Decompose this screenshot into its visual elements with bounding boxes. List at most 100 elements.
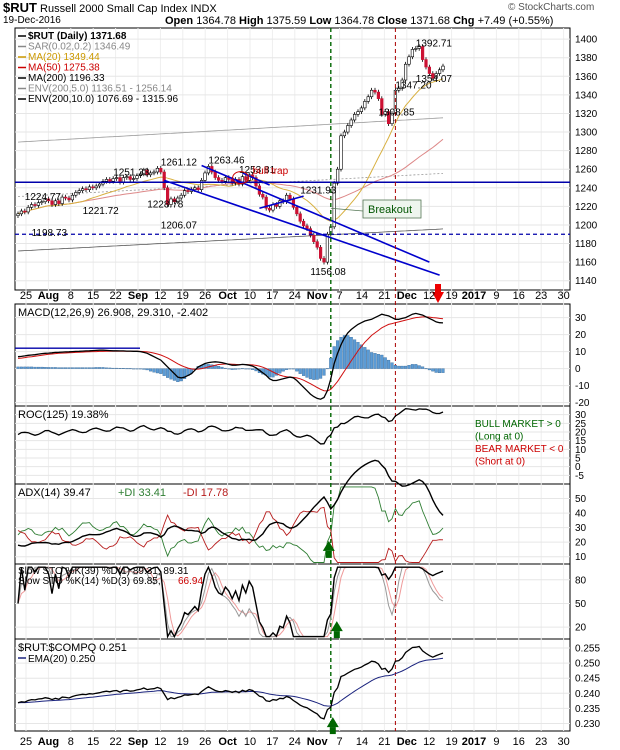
macd-histogram-bar (149, 368, 153, 372)
y-tick-label: 20 (575, 538, 587, 549)
macd-histogram-bar (220, 366, 224, 369)
candle-up (111, 178, 115, 182)
candle-up (135, 175, 139, 179)
sell-arrow-stem (435, 284, 441, 293)
price-annotation: 1206.07 (161, 221, 198, 232)
candle-down (312, 234, 316, 242)
macd-title: MACD(12,26,9) 26.908, 29.310, -2.402 (18, 307, 208, 319)
macd-histogram-bar (94, 367, 98, 369)
macd-histogram-bar (217, 366, 221, 369)
macd-histogram-bar (410, 364, 414, 369)
candle-down (145, 169, 149, 176)
candle-up (200, 180, 204, 190)
candle-up (356, 111, 360, 115)
y-tick-label: 10 (575, 347, 587, 358)
candle-down (67, 197, 71, 201)
candle-up (397, 88, 401, 91)
x-tick-label-top: 19 (445, 290, 457, 302)
macd-histogram-bar (87, 367, 91, 369)
x-tick-label-top: Dec (397, 290, 417, 302)
candle-down (315, 241, 319, 248)
macd-histogram-bar (363, 347, 367, 369)
x-tick-label-bottom: 9 (493, 736, 499, 748)
candle-up (332, 182, 336, 228)
macd-histogram-bar (431, 368, 435, 372)
y-tick-label: 30 (575, 410, 587, 421)
candle-down (172, 198, 177, 203)
price-legend-entry: MA(20) 1349.44 (28, 52, 100, 63)
macd-histogram-bar (57, 367, 61, 369)
candle-down (162, 171, 166, 189)
macd-histogram-bar (237, 368, 241, 370)
ratio-ema-label: EMA(20) 0.250 (28, 654, 96, 665)
macd-histogram-bar (359, 344, 363, 369)
x-tick-label-bottom: 12 (423, 736, 435, 748)
price-annotation: 1354.07 (416, 74, 453, 85)
candle-up (437, 69, 442, 74)
macd-histogram-bar (74, 367, 78, 369)
macd-histogram-bar (349, 336, 353, 369)
y-tick-label: 1240 (575, 183, 598, 194)
price-annotation: 1251.33 (113, 168, 150, 179)
ma200-line (17, 228, 444, 252)
macd-histogram-bar (319, 368, 323, 379)
macd-histogram-bar (393, 365, 397, 369)
macd-histogram-bar (288, 368, 292, 370)
y-tick-label: 40 (575, 509, 587, 520)
x-tick-label-bottom: Oct (218, 736, 237, 748)
y-tick-label: -5 (575, 471, 584, 482)
macd-histogram-bar (312, 368, 316, 380)
candle-up (325, 233, 330, 263)
candle-down (166, 187, 170, 205)
roc-note: BULL MARKET > 0 (475, 419, 561, 430)
candle-up (98, 183, 102, 187)
x-tick-label-bottom: 17 (266, 736, 278, 748)
macd-histogram-bar (329, 357, 333, 369)
y-tick-label: 1200 (575, 220, 598, 231)
y-tick-label: 0 (575, 462, 581, 473)
macd-histogram-bar (223, 367, 227, 369)
macd-histogram-bar (159, 368, 163, 374)
breakout-box (362, 199, 422, 219)
macd-histogram-bar (53, 367, 57, 369)
x-tick-label-bottom: 2017 (462, 736, 486, 748)
x-tick-label-top: 12 (423, 290, 435, 302)
price-annotation: 1253.81 (239, 165, 276, 176)
x-tick-label-bottom: 12 (154, 736, 166, 748)
macd-histogram-bar (295, 368, 299, 372)
macd-histogram-bar (50, 367, 54, 369)
candle-down (376, 91, 381, 99)
candle-down (33, 204, 37, 206)
candle-down (318, 246, 323, 259)
y-tick-label: 1260 (575, 165, 598, 176)
macd-histogram-bar (441, 368, 445, 373)
macd-histogram-bar (322, 368, 326, 376)
candle-up (414, 48, 418, 50)
price-legend-entry: MA(200) 1196.33 (28, 73, 105, 84)
candle-up (383, 111, 387, 115)
macd-histogram-bar (356, 342, 360, 369)
macd-histogram-bar (60, 367, 64, 369)
candle-up (179, 194, 183, 199)
ratio-line (17, 645, 444, 720)
candle-up (346, 125, 350, 133)
x-tick-label-top: 22 (109, 290, 121, 302)
y-tick-label: -20 (575, 398, 590, 409)
x-tick-label-bottom: 10 (244, 736, 256, 748)
x-tick-label-top: 9 (493, 290, 499, 302)
y-tick-label: 1360 (575, 72, 598, 83)
candle-up (149, 172, 153, 176)
macd-histogram-bar (135, 368, 139, 370)
candle-up (366, 96, 370, 102)
index-name: Russell 2000 Small Cap Index (40, 3, 188, 15)
candle-up (223, 177, 228, 182)
candle-up (40, 201, 44, 204)
price-legend-entry: SAR(0.02,0.2) 1346.49 (28, 42, 131, 53)
candle-up (77, 190, 81, 193)
x-tick-label-top: Nov (307, 290, 329, 302)
sto-buy-arrow (330, 621, 343, 632)
macd-histogram-bar (40, 366, 44, 369)
x-tick-label-top: 23 (535, 290, 547, 302)
